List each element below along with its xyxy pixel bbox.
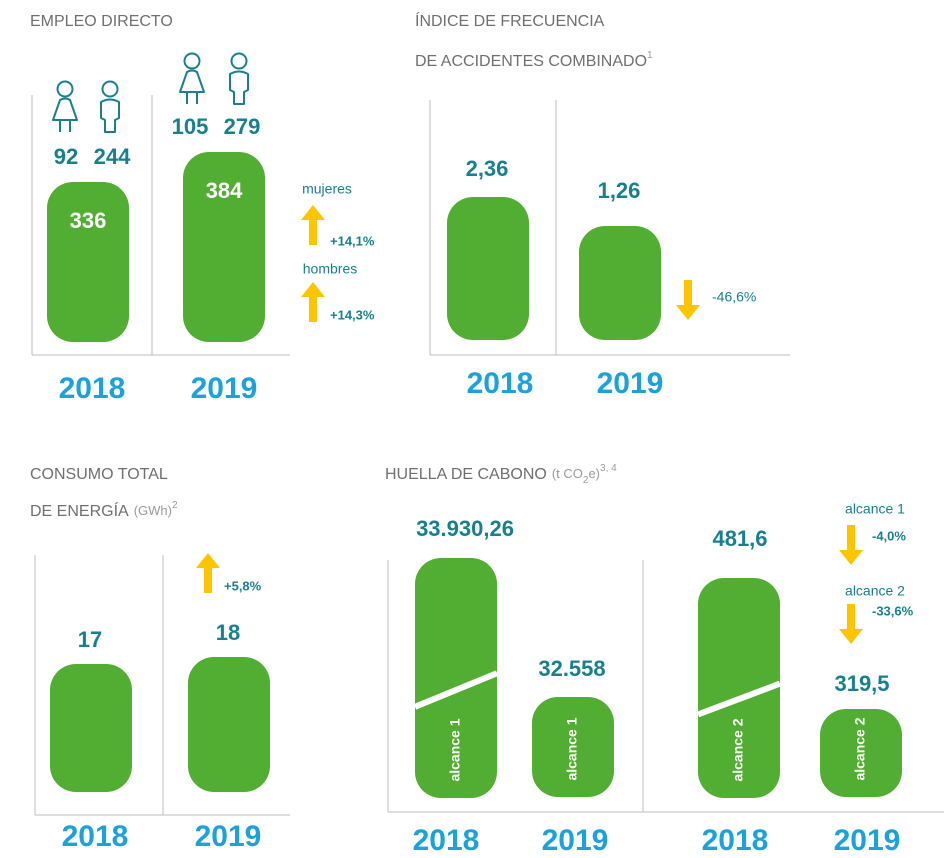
label: 384 (206, 178, 243, 203)
break-mark (413, 670, 499, 710)
man-icon (101, 80, 119, 98)
label: 2018 (62, 820, 129, 853)
woman-icon (56, 80, 74, 98)
label: 2018 (59, 372, 126, 405)
label: mujeres (302, 181, 352, 197)
label: 2019 (597, 367, 664, 400)
arrow-up (301, 205, 325, 245)
label: +14,3% (330, 307, 375, 322)
label: CONSUMO TOTAL (30, 466, 168, 483)
label: EMPLEO DIRECTO (30, 13, 173, 30)
label: 17 (78, 627, 102, 652)
arrow-up (301, 282, 325, 322)
title-part: DE ACCIDENTES COMBINADO (415, 53, 647, 70)
title-part: 2 (172, 500, 178, 511)
pill (415, 558, 497, 798)
pill (820, 709, 902, 797)
title-part: HUELLA DE CABONO (385, 466, 547, 483)
label: hombres (303, 261, 357, 277)
pill (188, 657, 270, 792)
label: 2018 (467, 367, 534, 400)
label: 319,5 (834, 671, 889, 696)
man-icon (100, 98, 120, 133)
label: 244 (94, 144, 131, 169)
label: 2018 (702, 824, 769, 857)
label: 92 (54, 144, 78, 169)
arrow-down (676, 280, 700, 320)
label: ÍNDICE DE FRECUENCIA (415, 11, 605, 30)
label: +14,1% (330, 233, 375, 248)
label: alcance 1 (447, 718, 463, 781)
pill (698, 578, 780, 798)
woman-icon (179, 69, 205, 104)
label: 2,36 (466, 156, 509, 181)
label: 32.558 (538, 656, 605, 681)
label: 1,26 (598, 178, 641, 203)
man-icon (230, 52, 248, 70)
section-title: HUELLA DE CABONO (t CO2e)3, 4 (385, 463, 617, 486)
label: alcance 2 (845, 583, 905, 599)
label: 2019 (542, 824, 609, 857)
label: -4,0% (872, 528, 906, 543)
pill (579, 226, 661, 340)
section-title: DE ACCIDENTES COMBINADO1 (415, 50, 653, 71)
label: 481,6 (712, 526, 767, 551)
arrow-down (839, 604, 863, 644)
label: alcance 1 (564, 717, 580, 780)
label: 2019 (195, 820, 262, 853)
label: 33.930,26 (416, 516, 514, 541)
label: alcance 2 (730, 718, 746, 781)
woman-icon (183, 52, 201, 70)
title-part: (t CO (552, 466, 583, 481)
label: +5,8% (224, 578, 262, 593)
arrow-up (196, 553, 220, 593)
pill (183, 152, 265, 342)
label: 105 (172, 114, 209, 139)
title-part: e) (588, 466, 600, 481)
title-part: 3, 4 (600, 463, 617, 474)
label: 279 (224, 114, 261, 139)
section-title: DE ENERGÍA (GWh)2 (30, 500, 178, 521)
man-icon (229, 70, 249, 105)
label: alcance 2 (852, 717, 868, 780)
arrow-down (839, 525, 863, 565)
pill (447, 197, 529, 340)
label: 18 (216, 620, 240, 645)
label: 2019 (191, 372, 258, 405)
pill (50, 664, 132, 792)
label: 336 (70, 208, 107, 233)
label: -33,6% (872, 603, 914, 618)
title-part: 1 (647, 50, 653, 61)
title-part: 2 (583, 475, 589, 486)
label: -46,6% (712, 289, 756, 305)
label: 2018 (413, 824, 480, 857)
break-mark (696, 680, 782, 718)
label: alcance 1 (845, 501, 905, 517)
pill (47, 182, 129, 342)
pill (532, 697, 614, 797)
title-part: (GWh) (134, 503, 172, 518)
woman-icon (52, 97, 78, 132)
title-part: DE ENERGÍA (30, 501, 129, 520)
label: 2019 (834, 824, 901, 857)
